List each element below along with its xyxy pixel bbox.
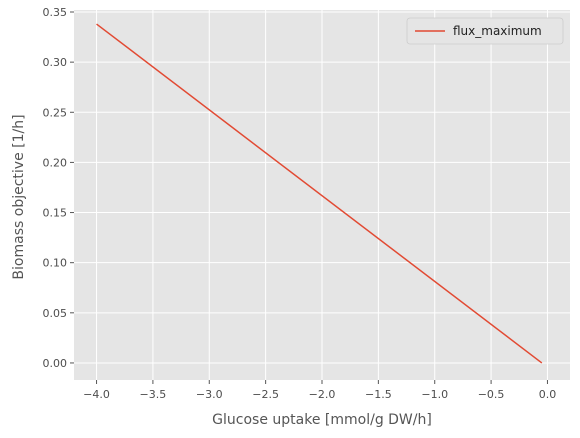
x-tick-label: −2.5 [252,388,279,401]
x-tick-label: −0.5 [478,388,505,401]
y-tick-label: 0.15 [43,207,68,220]
x-tick-label: −3.5 [140,388,167,401]
legend: flux_maximum [406,17,564,45]
y-tick-label: 0.20 [43,156,68,169]
x-tick-label: −3.0 [196,388,223,401]
y-axis-label: Biomass objective [1/h] [11,114,27,279]
legend-box [406,17,564,45]
x-tick-label: −4.0 [83,388,110,401]
x-tick-label: −1.5 [365,388,392,401]
y-ticks: 0.00 0.05 0.10 0.15 0.20 0.25 0.30 0.35 [43,6,74,370]
y-tick-label: 0.05 [43,307,68,320]
grid-lines [74,10,570,380]
legend-label: flux_maximum [453,24,542,38]
y-tick-label: 0.10 [43,257,68,270]
x-tick-label: −1.0 [421,388,448,401]
x-ticks: −4.0 −3.5 −3.0 −2.5 −2.0 −1.5 −1.0 −0.5 0.0 [83,380,556,401]
y-tick-label: 0.00 [43,357,68,370]
y-tick-label: 0.25 [43,106,68,119]
x-tick-label: 0.0 [539,388,557,401]
x-axis-label: Glucose uptake [mmol/g DW/h] [212,412,432,428]
series-lines [96,23,543,364]
x-tick-label: −2.0 [309,388,336,401]
y-tick-label: 0.30 [43,56,68,69]
series-line-flux-maximum [96,23,543,364]
y-tick-label: 0.35 [43,6,68,19]
